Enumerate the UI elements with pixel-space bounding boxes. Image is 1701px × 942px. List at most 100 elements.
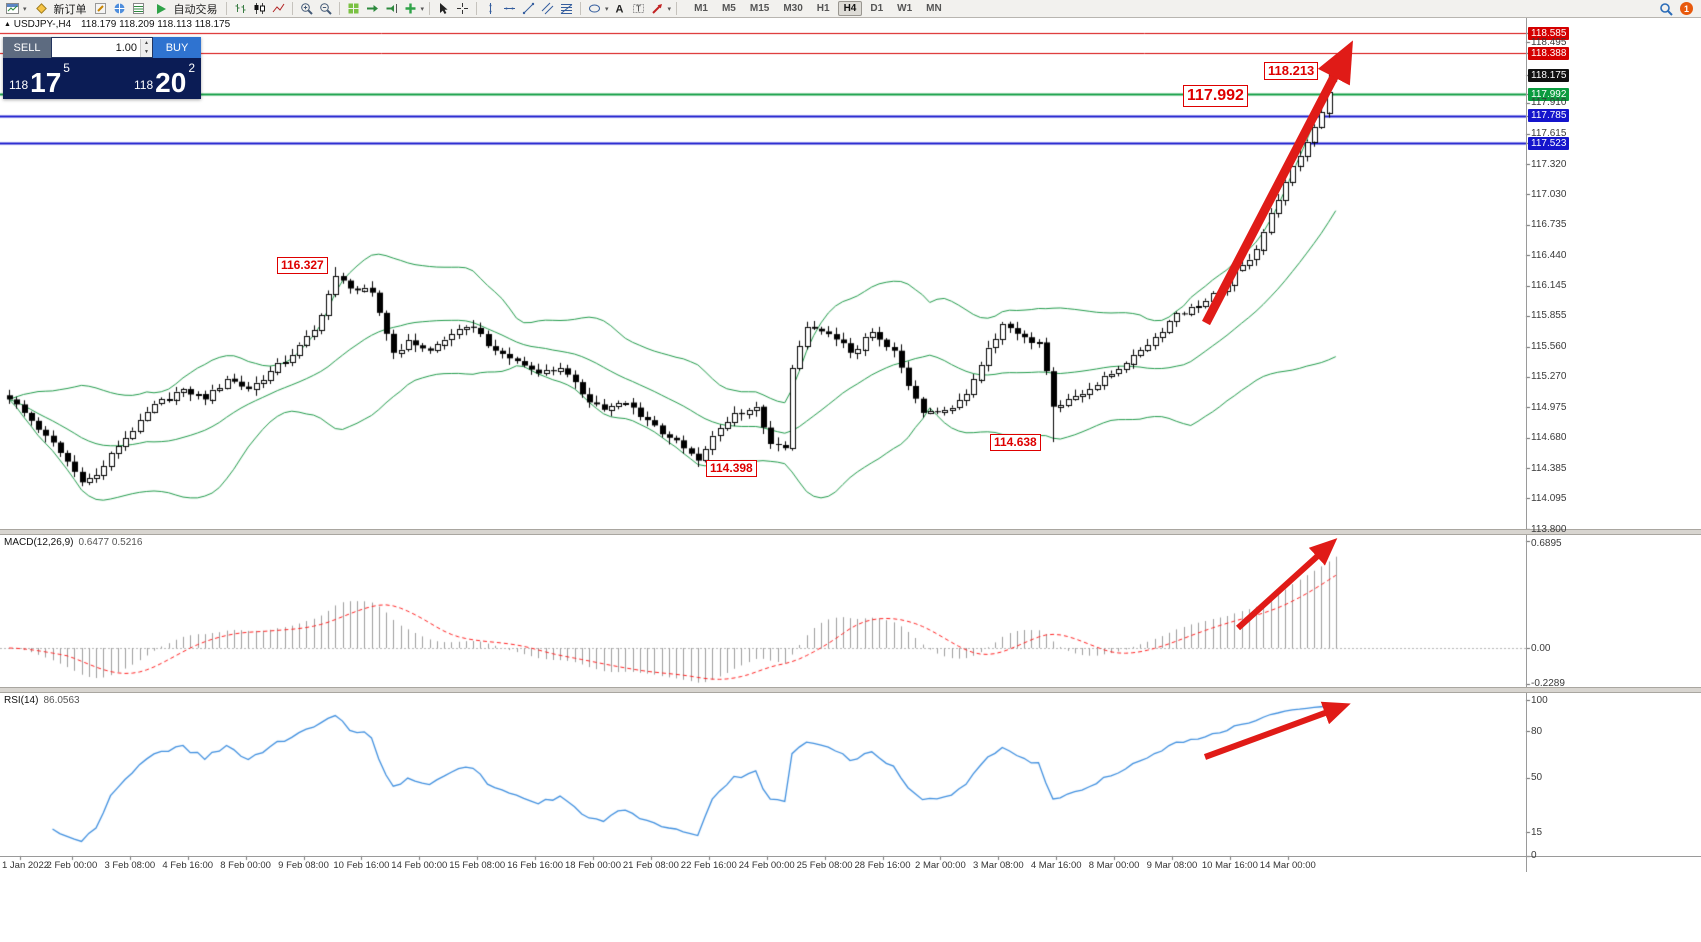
chart-shift-icon[interactable] [382, 1, 401, 17]
price-axis-label: 114.975 [1531, 402, 1567, 413]
sell-price-sup: 5 [63, 61, 70, 75]
arrows-caret-icon[interactable]: ▾ [667, 5, 672, 13]
candlestick-chart-icon[interactable] [250, 1, 269, 17]
data-window-icon[interactable] [129, 1, 148, 17]
timeframe-W1[interactable]: W1 [897, 3, 913, 14]
trendline-icon[interactable] [519, 1, 538, 17]
zoom-out-icon[interactable] [316, 1, 335, 17]
price-annotation[interactable]: 114.638 [990, 434, 1041, 451]
volume-value[interactable]: 1.00 [115, 41, 137, 54]
buy-price-big: 20 [155, 66, 187, 98]
indicators-icon[interactable] [401, 1, 420, 17]
rsi-axis-label: 50 [1531, 772, 1543, 783]
toolbar-separator [676, 2, 678, 15]
new-order-icon [32, 1, 51, 17]
price-axis-label: 113.800 [1531, 524, 1567, 535]
timeframe-MN[interactable]: MN [926, 3, 942, 14]
auto-trading-button[interactable]: 自动交易 [148, 1, 222, 17]
cursor-icon[interactable] [434, 1, 453, 17]
time-axis-label: 18 Feb 00:00 [565, 860, 621, 871]
timeframe-H4[interactable]: H4 [837, 1, 863, 16]
toolbar-separator [476, 2, 478, 15]
buy-price[interactable]: 118 20 2 [134, 58, 195, 99]
price-axis-label: 116.735 [1531, 219, 1567, 230]
crosshair-icon[interactable] [453, 1, 472, 17]
fibonacci-icon[interactable] [557, 1, 576, 17]
time-axis-label: 8 Feb 00:00 [220, 860, 271, 871]
macd-axis-label: -0.2289 [1531, 678, 1565, 689]
price-axis-label: 114.385 [1531, 463, 1567, 474]
time-axis-label: 10 Mar 16:00 [1201, 860, 1258, 871]
tile-windows-icon[interactable] [344, 1, 363, 17]
one-click-trading-panel: SELL 1.00 ▲ ▼ BUY 118 17 5 118 20 2 [3, 37, 201, 99]
rsi-axis-label: 0 [1531, 850, 1537, 861]
new-chart-icon[interactable] [3, 1, 22, 17]
search-icon[interactable] [1656, 1, 1675, 17]
price-annotation[interactable]: 118.213 [1264, 62, 1319, 81]
price-axis-label: 118.175 [1528, 69, 1570, 82]
sell-button[interactable]: SELL [3, 37, 51, 58]
rsi-title: RSI(14) [4, 695, 39, 706]
sell-price[interactable]: 118 17 5 [9, 58, 70, 99]
macd-axis-label: 0.00 [1531, 643, 1551, 654]
macd-axis-label: 0.6895 [1531, 538, 1562, 549]
volume-down-icon[interactable]: ▼ [141, 47, 152, 57]
price-annotation[interactable]: 117.992 [1183, 85, 1248, 107]
price-axis-label: 117.320 [1531, 159, 1567, 170]
volume-input[interactable]: 1.00 ▲ ▼ [51, 37, 153, 58]
timeframe-M15[interactable]: M15 [749, 3, 770, 14]
macd-panel-splitter[interactable] [0, 529, 1701, 535]
timeframe-M1[interactable]: M1 [694, 3, 708, 14]
rsi-panel-splitter[interactable] [0, 687, 1701, 693]
timeframe-D1[interactable]: D1 [870, 3, 884, 14]
timeframe-M5[interactable]: M5 [721, 3, 736, 14]
buy-button[interactable]: BUY [153, 37, 201, 58]
auto-scroll-icon[interactable] [363, 1, 382, 17]
horizontal-line-icon[interactable] [500, 1, 519, 17]
label-icon[interactable]: T [629, 1, 648, 17]
price-axis-label: 117.785 [1528, 109, 1570, 122]
volume-up-icon[interactable]: ▲ [141, 38, 152, 48]
symbol-ohlc-values: 118.179 118.209 118.113 118.175 [80, 19, 231, 30]
price-annotation[interactable]: 114.398 [706, 460, 757, 477]
shapes-caret-icon[interactable]: ▾ [605, 5, 609, 13]
line-chart-icon[interactable] [269, 1, 288, 17]
toolbar-separator [580, 2, 582, 15]
zoom-in-icon[interactable] [297, 1, 316, 17]
metaeditor-icon[interactable] [91, 1, 110, 17]
new-chart-caret-icon[interactable]: ▾ [23, 5, 27, 13]
bar-chart-icon[interactable] [231, 1, 250, 17]
market-watch-icon[interactable] [110, 1, 129, 17]
arrows-icon[interactable] [648, 1, 667, 17]
indicators-caret-icon[interactable]: ▾ [420, 5, 425, 13]
shapes-icon[interactable] [585, 1, 604, 17]
text-icon[interactable]: A [610, 1, 629, 17]
price-axis-label: 116.440 [1531, 250, 1567, 261]
price-axis-label: 116.145 [1531, 280, 1567, 291]
time-axis-label: 25 Feb 08:00 [796, 860, 853, 871]
price-axis-separator [1526, 18, 1527, 872]
price-axis-label: 118.585 [1528, 27, 1570, 40]
time-axis-label: 14 Feb 00:00 [391, 860, 448, 871]
new-order-button[interactable]: 新订单 [28, 1, 91, 17]
time-axis-label: 16 Feb 16:00 [507, 860, 564, 871]
time-axis-label: 4 Feb 16:00 [162, 860, 214, 871]
time-axis-label: 2 Feb 00:00 [46, 860, 98, 871]
vertical-line-icon[interactable] [481, 1, 500, 17]
timeframe-H1[interactable]: H1 [816, 3, 830, 14]
channel-icon[interactable] [538, 1, 557, 17]
price-axis-label: 117.615 [1531, 128, 1567, 139]
price-annotation[interactable]: 116.327 [277, 257, 328, 274]
rsi-axis-label: 15 [1531, 827, 1543, 838]
notification-badge[interactable]: 1 [1680, 2, 1693, 15]
time-axis-label: 4 Mar 16:00 [1030, 860, 1082, 871]
time-axis-label: 1 Jan 2022 [2, 860, 50, 871]
toolbar-separator [291, 2, 293, 15]
timeframe-M30[interactable]: M30 [783, 3, 803, 14]
sell-price-prefix: 118 [9, 78, 29, 92]
time-axis-label: 24 Feb 00:00 [738, 860, 795, 871]
price-axis-label: 117.910 [1531, 97, 1567, 108]
time-axis-label: 21 Feb 08:00 [622, 860, 679, 871]
